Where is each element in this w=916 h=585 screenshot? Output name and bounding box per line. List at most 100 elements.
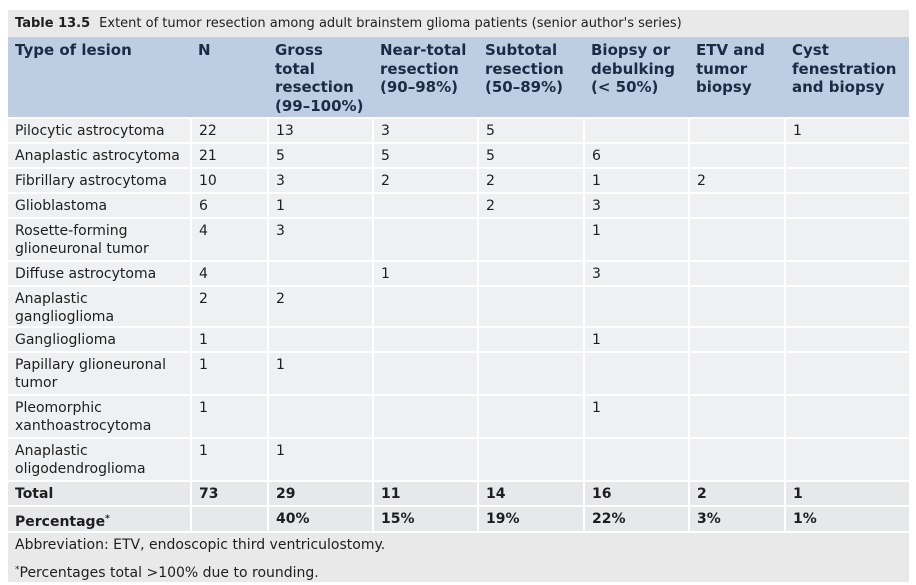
value-cell: 29: [267, 480, 374, 507]
value-cell: 4: [190, 217, 269, 262]
value-cell: 1%: [784, 505, 909, 533]
value-cell: [688, 326, 786, 353]
value-cell: [477, 351, 585, 396]
value-cell: 1: [190, 351, 269, 396]
total-row: Total 73 29 11 14 16 2 1: [8, 480, 909, 507]
value-cell: 1: [267, 351, 374, 396]
value-cell: 2: [190, 285, 269, 328]
value-cell: 3: [372, 117, 479, 144]
value-cell: [267, 394, 374, 439]
table-row: Ganglioglioma 1 1: [8, 326, 909, 353]
value-cell: 1: [190, 394, 269, 439]
column-header: Cyst fenestration and biopsy: [785, 37, 909, 118]
column-header-line: and biopsy: [792, 78, 885, 96]
value-cell: 16: [583, 480, 690, 507]
value-cell: 5: [477, 142, 585, 169]
column-header: Gross total resection (99–100%): [268, 37, 373, 118]
column-header: Type of lesion: [8, 37, 191, 118]
value-cell: 3: [583, 260, 690, 287]
value-cell: [372, 437, 479, 482]
value-cell: [688, 117, 786, 144]
table-row: Anaplastic astrocytoma 21 5 5 5 6: [8, 142, 909, 169]
column-header-line: Subtotal: [485, 41, 558, 59]
value-cell: [267, 326, 374, 353]
column-header: Near-total resection (90–98%): [373, 37, 478, 118]
value-cell: 3%: [688, 505, 786, 533]
column-header-line: tumor: [696, 59, 748, 78]
value-cell: 2: [688, 480, 786, 507]
value-cell: [688, 394, 786, 439]
value-cell: [688, 351, 786, 396]
value-cell: [372, 285, 479, 328]
value-cell: 1: [267, 437, 374, 482]
row-label-cell: Anaplastic ganglioglioma: [8, 285, 192, 328]
value-cell: [784, 167, 909, 194]
row-label-cell: Pilocytic astrocytoma: [8, 117, 192, 144]
value-cell: [372, 394, 479, 439]
value-cell: [784, 192, 909, 219]
table-row: Anaplastic ganglioglioma 2 2: [8, 285, 909, 328]
value-cell: [784, 260, 909, 287]
value-cell: 3: [583, 192, 690, 219]
value-cell: [784, 437, 909, 482]
value-cell: 1: [372, 260, 479, 287]
value-cell: [477, 285, 585, 328]
value-cell: 1: [583, 217, 690, 262]
table-row: Anaplastic oligodendroglioma 1 1: [8, 437, 909, 482]
value-cell: 1: [784, 117, 909, 144]
row-label-cell: Anaplastic astrocytoma: [8, 142, 192, 169]
table-caption: Table 13.5 Extent of tumor resection amon…: [8, 10, 909, 37]
value-cell: [688, 285, 786, 328]
value-cell: [784, 142, 909, 169]
value-cell: 5: [372, 142, 479, 169]
row-label-cell: Papillary glioneuronal tumor: [8, 351, 192, 396]
column-header: Biopsy or debulking (< 50%): [584, 37, 689, 118]
value-cell: 2: [688, 167, 786, 194]
value-cell: [688, 217, 786, 262]
value-cell: [784, 351, 909, 396]
table-body: Pilocytic astrocytoma 22 13 3 5 1 Anaplastic a…: [8, 117, 909, 533]
column-header-line: Near-total: [380, 41, 467, 59]
value-cell: 3: [267, 217, 374, 262]
value-cell: [372, 326, 479, 353]
value-cell: [190, 505, 269, 533]
column-header-line: (50–89%): [485, 78, 563, 96]
value-cell: [688, 437, 786, 482]
table-footnotes: Abbreviation: ETV, endoscopic third vent…: [8, 533, 909, 582]
value-cell: 6: [583, 142, 690, 169]
value-cell: 1: [583, 167, 690, 194]
value-cell: 22%: [583, 505, 690, 533]
column-header: Subtotal resection (50–89%): [478, 37, 584, 118]
value-cell: 22: [190, 117, 269, 144]
row-label-cell: Percentage*: [8, 505, 192, 533]
value-cell: 21: [190, 142, 269, 169]
row-label-cell: Pleomorphic xanthoastrocytoma: [8, 394, 192, 439]
value-cell: 1: [583, 326, 690, 353]
row-label-cell: Total: [8, 480, 192, 507]
percentage-footnote-mark: *: [105, 514, 110, 524]
value-cell: 1: [267, 192, 374, 219]
column-header: ETV and tumor biopsy: [689, 37, 785, 118]
header-row: Type of lesion N Gross total resection (99–1…: [8, 37, 909, 118]
row-label-cell: Ganglioglioma: [8, 326, 192, 353]
table-row: Pleomorphic xanthoastrocytoma 1 1: [8, 394, 909, 439]
value-cell: [372, 217, 479, 262]
table-title: Extent of tumor resection among adult br…: [99, 16, 682, 31]
table-row: Fibrillary astrocytoma 10 3 2 2 1 2: [8, 167, 909, 194]
row-label-cell: Rosette-forming glioneuronal tumor: [8, 217, 192, 262]
table-label: Table 13.5: [15, 16, 91, 31]
value-cell: [477, 326, 585, 353]
value-cell: [583, 285, 690, 328]
row-label-cell: Diffuse astrocytoma: [8, 260, 192, 287]
percentage-row: Percentage* 40% 15% 19% 22% 3% 1%: [8, 505, 909, 533]
footnote-abbreviation: Abbreviation: ETV, endoscopic third vent…: [15, 537, 386, 553]
value-cell: [583, 351, 690, 396]
value-cell: 1: [190, 437, 269, 482]
value-cell: 10: [190, 167, 269, 194]
value-cell: 2: [477, 167, 585, 194]
column-header-line: Type of lesion: [15, 41, 132, 59]
column-header-line: biopsy: [696, 78, 752, 96]
value-cell: 1: [784, 480, 909, 507]
value-cell: 11: [372, 480, 479, 507]
value-cell: [784, 285, 909, 328]
